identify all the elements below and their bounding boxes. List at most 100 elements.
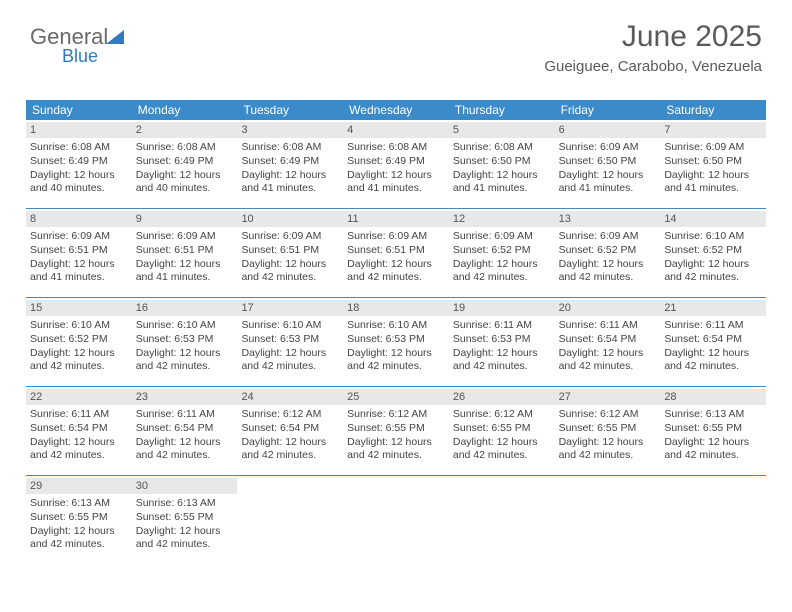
- day-number: 18: [343, 300, 449, 316]
- sunrise-text: Sunrise: 6:10 AM: [30, 319, 128, 333]
- calendar-day-cell: 19Sunrise: 6:11 AMSunset: 6:53 PMDayligh…: [449, 298, 555, 386]
- sunset-text: Sunset: 6:55 PM: [453, 422, 551, 436]
- calendar-day-cell: 22Sunrise: 6:11 AMSunset: 6:54 PMDayligh…: [26, 387, 132, 475]
- sunset-text: Sunset: 6:54 PM: [664, 333, 762, 347]
- calendar-day-cell: 5Sunrise: 6:08 AMSunset: 6:50 PMDaylight…: [449, 120, 555, 208]
- sunrise-text: Sunrise: 6:11 AM: [136, 408, 234, 422]
- daylight-text: Daylight: 12 hours and 42 minutes.: [30, 436, 128, 463]
- day-number: 30: [132, 478, 238, 494]
- sunset-text: Sunset: 6:50 PM: [559, 155, 657, 169]
- calendar-day-cell: 27Sunrise: 6:12 AMSunset: 6:55 PMDayligh…: [555, 387, 661, 475]
- sunset-text: Sunset: 6:53 PM: [136, 333, 234, 347]
- day-number: 17: [237, 300, 343, 316]
- sunset-text: Sunset: 6:52 PM: [664, 244, 762, 258]
- calendar-day-cell: 23Sunrise: 6:11 AMSunset: 6:54 PMDayligh…: [132, 387, 238, 475]
- day-number: 1: [26, 122, 132, 138]
- sunrise-text: Sunrise: 6:11 AM: [559, 319, 657, 333]
- daylight-text: Daylight: 12 hours and 41 minutes.: [453, 169, 551, 196]
- sunrise-text: Sunrise: 6:10 AM: [136, 319, 234, 333]
- calendar-week-row: 1Sunrise: 6:08 AMSunset: 6:49 PMDaylight…: [26, 120, 766, 209]
- brand-name-part2: Blue: [62, 46, 98, 67]
- calendar-day-cell: 9Sunrise: 6:09 AMSunset: 6:51 PMDaylight…: [132, 209, 238, 297]
- day-number: 28: [660, 389, 766, 405]
- calendar-day-cell: 8Sunrise: 6:09 AMSunset: 6:51 PMDaylight…: [26, 209, 132, 297]
- sunrise-text: Sunrise: 6:11 AM: [453, 319, 551, 333]
- weekday-header: Friday: [555, 100, 661, 120]
- day-number: 19: [449, 300, 555, 316]
- location-text: Gueiguee, Carabobo, Venezuela: [544, 58, 762, 75]
- calendar-week-row: 29Sunrise: 6:13 AMSunset: 6:55 PMDayligh…: [26, 476, 766, 564]
- sunrise-text: Sunrise: 6:13 AM: [664, 408, 762, 422]
- day-number: 13: [555, 211, 661, 227]
- daylight-text: Daylight: 12 hours and 42 minutes.: [347, 347, 445, 374]
- daylight-text: Daylight: 12 hours and 42 minutes.: [30, 525, 128, 552]
- sunset-text: Sunset: 6:55 PM: [559, 422, 657, 436]
- sunset-text: Sunset: 6:51 PM: [136, 244, 234, 258]
- sunset-text: Sunset: 6:51 PM: [241, 244, 339, 258]
- calendar-day-cell: 20Sunrise: 6:11 AMSunset: 6:54 PMDayligh…: [555, 298, 661, 386]
- day-number: 21: [660, 300, 766, 316]
- weekday-header-row: Sunday Monday Tuesday Wednesday Thursday…: [26, 100, 766, 120]
- weekday-header: Wednesday: [343, 100, 449, 120]
- weekday-header: Thursday: [449, 100, 555, 120]
- calendar-day-cell: 17Sunrise: 6:10 AMSunset: 6:53 PMDayligh…: [237, 298, 343, 386]
- calendar-day-cell: 18Sunrise: 6:10 AMSunset: 6:53 PMDayligh…: [343, 298, 449, 386]
- sunset-text: Sunset: 6:50 PM: [453, 155, 551, 169]
- calendar-grid: 1Sunrise: 6:08 AMSunset: 6:49 PMDaylight…: [26, 120, 766, 564]
- day-number: 10: [237, 211, 343, 227]
- sunrise-text: Sunrise: 6:09 AM: [559, 141, 657, 155]
- sunrise-text: Sunrise: 6:08 AM: [136, 141, 234, 155]
- day-number: 29: [26, 478, 132, 494]
- sunset-text: Sunset: 6:55 PM: [347, 422, 445, 436]
- day-number: 27: [555, 389, 661, 405]
- daylight-text: Daylight: 12 hours and 42 minutes.: [664, 436, 762, 463]
- sunrise-text: Sunrise: 6:09 AM: [453, 230, 551, 244]
- daylight-text: Daylight: 12 hours and 42 minutes.: [347, 258, 445, 285]
- calendar-week-row: 8Sunrise: 6:09 AMSunset: 6:51 PMDaylight…: [26, 209, 766, 298]
- calendar-day-cell: 2Sunrise: 6:08 AMSunset: 6:49 PMDaylight…: [132, 120, 238, 208]
- sunset-text: Sunset: 6:55 PM: [664, 422, 762, 436]
- sunrise-text: Sunrise: 6:08 AM: [347, 141, 445, 155]
- calendar-day-cell: 30Sunrise: 6:13 AMSunset: 6:55 PMDayligh…: [132, 476, 238, 564]
- day-number: 11: [343, 211, 449, 227]
- sunset-text: Sunset: 6:54 PM: [559, 333, 657, 347]
- sunset-text: Sunset: 6:53 PM: [347, 333, 445, 347]
- sunset-text: Sunset: 6:55 PM: [30, 511, 128, 525]
- sunset-text: Sunset: 6:50 PM: [664, 155, 762, 169]
- sunrise-text: Sunrise: 6:09 AM: [559, 230, 657, 244]
- calendar-empty-cell: [555, 476, 661, 564]
- sunset-text: Sunset: 6:54 PM: [241, 422, 339, 436]
- calendar-day-cell: 1Sunrise: 6:08 AMSunset: 6:49 PMDaylight…: [26, 120, 132, 208]
- day-number: 9: [132, 211, 238, 227]
- daylight-text: Daylight: 12 hours and 41 minutes.: [664, 169, 762, 196]
- daylight-text: Daylight: 12 hours and 42 minutes.: [136, 525, 234, 552]
- sunrise-text: Sunrise: 6:08 AM: [241, 141, 339, 155]
- sunrise-text: Sunrise: 6:09 AM: [347, 230, 445, 244]
- day-number: 15: [26, 300, 132, 316]
- sunset-text: Sunset: 6:53 PM: [241, 333, 339, 347]
- weekday-header: Sunday: [26, 100, 132, 120]
- sunset-text: Sunset: 6:53 PM: [453, 333, 551, 347]
- sunset-text: Sunset: 6:51 PM: [30, 244, 128, 258]
- weekday-header: Tuesday: [237, 100, 343, 120]
- day-number: 4: [343, 122, 449, 138]
- day-number: 22: [26, 389, 132, 405]
- sunset-text: Sunset: 6:54 PM: [136, 422, 234, 436]
- calendar-day-cell: 7Sunrise: 6:09 AMSunset: 6:50 PMDaylight…: [660, 120, 766, 208]
- sunset-text: Sunset: 6:52 PM: [453, 244, 551, 258]
- day-number: 14: [660, 211, 766, 227]
- daylight-text: Daylight: 12 hours and 41 minutes.: [559, 169, 657, 196]
- calendar-day-cell: 11Sunrise: 6:09 AMSunset: 6:51 PMDayligh…: [343, 209, 449, 297]
- sunrise-text: Sunrise: 6:11 AM: [664, 319, 762, 333]
- calendar-day-cell: 6Sunrise: 6:09 AMSunset: 6:50 PMDaylight…: [555, 120, 661, 208]
- calendar-empty-cell: [449, 476, 555, 564]
- calendar-empty-cell: [237, 476, 343, 564]
- sunset-text: Sunset: 6:49 PM: [136, 155, 234, 169]
- day-number: 2: [132, 122, 238, 138]
- sunset-text: Sunset: 6:52 PM: [559, 244, 657, 258]
- daylight-text: Daylight: 12 hours and 42 minutes.: [30, 347, 128, 374]
- header: General Blue June 2025 Gueiguee, Carabob…: [0, 0, 792, 90]
- sunrise-text: Sunrise: 6:13 AM: [30, 497, 128, 511]
- sunrise-text: Sunrise: 6:11 AM: [30, 408, 128, 422]
- daylight-text: Daylight: 12 hours and 41 minutes.: [241, 169, 339, 196]
